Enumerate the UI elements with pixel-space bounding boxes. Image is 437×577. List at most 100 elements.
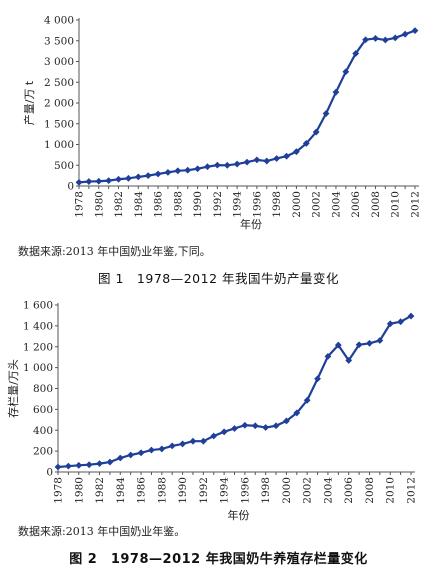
x-tick-label: 1998	[260, 477, 272, 504]
data-point	[179, 440, 186, 448]
y-tick-label: 500	[54, 160, 74, 172]
source-note-1: 数据来源:2013 年中国奶业年鉴,下同。	[18, 245, 211, 258]
data-point	[251, 422, 259, 430]
data-point	[376, 337, 384, 344]
data-point	[302, 140, 310, 147]
x-tick-label: 1982	[94, 477, 106, 504]
x-tick-label: 2012	[406, 477, 418, 504]
data-point	[283, 417, 290, 425]
data-point	[116, 454, 124, 462]
data-point	[381, 36, 389, 44]
data-point	[158, 445, 166, 453]
data-point	[293, 409, 301, 417]
x-tick-label: 2000	[291, 191, 303, 218]
y-tick-label: 2 000	[44, 98, 74, 110]
data-point	[322, 110, 330, 117]
x-tick-label: 1986	[153, 191, 165, 218]
data-point	[154, 170, 162, 178]
data-point	[334, 341, 342, 349]
x-tick-label: 1980	[73, 477, 85, 504]
data-point	[127, 451, 135, 459]
y-tick-label: 4 000	[44, 15, 74, 27]
data-point	[231, 425, 238, 432]
data-point	[106, 458, 114, 466]
y-tick-label: 800	[33, 383, 53, 395]
data-point	[273, 155, 281, 162]
data-point	[324, 352, 332, 360]
x-tick-label: 1998	[271, 191, 283, 218]
data-point	[96, 460, 103, 468]
x-tick-label: 1988	[172, 191, 184, 218]
data-point	[168, 442, 176, 450]
data-point	[386, 320, 394, 328]
data-point	[293, 148, 300, 156]
y-tick-label: 3 500	[44, 35, 74, 47]
data-point	[199, 437, 207, 445]
x-tick-label: 1992	[198, 477, 210, 504]
data-point	[312, 128, 320, 136]
y-tick-label: 3 000	[44, 56, 74, 68]
chart-milk-production: 0 500 1 000 1 500 2 000 2 500 3 000 3 500 4 000 1…	[22, 15, 422, 232]
x-tick-label: 1988	[156, 477, 168, 504]
x-tick-label: 2010	[385, 477, 397, 504]
source-note-2: 数据来源:2013 年中国奶业年鉴。	[18, 525, 186, 538]
data-point	[115, 175, 122, 183]
data-point	[95, 177, 103, 185]
x-tick-label: 1996	[239, 477, 251, 504]
data-point	[184, 166, 192, 174]
y-tick-label: 1 000	[23, 362, 53, 374]
data-point	[64, 462, 72, 470]
data-point	[366, 339, 373, 347]
data-point	[283, 152, 290, 160]
x-tick-label: 2008	[370, 191, 382, 218]
data-point	[397, 318, 405, 326]
data-point	[372, 35, 379, 42]
x-axis-label: 年份	[240, 217, 262, 231]
figure-1-caption: 图 1 1978—2012 年我国牛奶产量变化	[97, 271, 340, 286]
data-point	[233, 160, 241, 168]
x-tick-label: 1978	[53, 477, 65, 504]
x-tick-label: 1994	[232, 191, 244, 218]
data-point	[174, 167, 182, 175]
x-tick-label: 1980	[93, 191, 105, 218]
x-tick-label: 1992	[212, 191, 224, 218]
y-tick-label: 1 500	[44, 118, 74, 130]
x-tick-label: 2006	[343, 477, 355, 504]
x-tick-label: 2008	[364, 477, 376, 504]
x-tick-label: 1990	[192, 191, 204, 218]
data-point	[194, 165, 201, 173]
y-tick-label: 1 600	[23, 300, 53, 312]
data-point	[241, 421, 249, 429]
x-tick-label: 2006	[350, 191, 362, 218]
data-point	[189, 437, 197, 445]
data-point	[352, 50, 360, 57]
data-point	[253, 156, 261, 164]
x-tick-label: 2000	[281, 477, 293, 504]
y-tick-label: 400	[33, 425, 53, 437]
y-tick-label: 1 200	[23, 341, 53, 353]
x-tick-label: 1978	[74, 191, 86, 218]
data-point	[134, 173, 142, 181]
x-tick-label: 1984	[115, 477, 127, 504]
chart-dairy-cattle-stock: 0 200 400 600 800 1 000 1 200 1 400 1 600 1978 198…	[6, 300, 418, 523]
x-tick-label: 2010	[390, 191, 402, 218]
data-point	[262, 424, 270, 431]
data-point	[342, 68, 350, 76]
figure-2: 0 200 400 600 800 1 000 1 200 1 400 1 600 1978 198…	[0, 292, 437, 577]
y-tick-label: 1 400	[23, 320, 53, 332]
data-point	[213, 161, 221, 169]
series-line	[57, 315, 412, 469]
x-tick-label: 2004	[322, 477, 334, 504]
data-point	[210, 432, 218, 440]
figure-1: 0 500 1 000 1 500 2 000 2 500 3 000 3 500 4 000 1…	[18, 15, 422, 287]
x-tick-label: 2004	[330, 191, 342, 218]
data-point	[407, 312, 415, 320]
data-point	[401, 30, 409, 38]
data-point	[75, 461, 83, 469]
data-point	[137, 449, 145, 457]
x-axis-label: 年份	[228, 508, 250, 522]
x-tick-label: 1982	[113, 191, 125, 218]
data-point	[85, 178, 93, 185]
y-tick-label: 0	[67, 181, 74, 193]
data-point	[220, 428, 228, 436]
